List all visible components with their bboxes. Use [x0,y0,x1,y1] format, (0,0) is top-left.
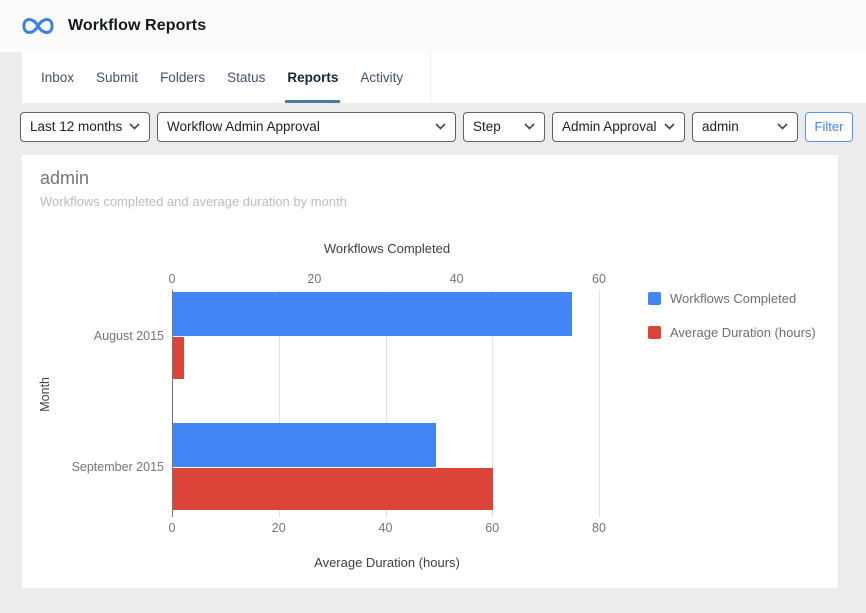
top-axis-tick-label: 20 [307,272,322,286]
tab-submit[interactable]: Submit [96,70,139,85]
app-title: Workflow Reports [68,17,207,34]
y-axis-title: Month [38,377,52,412]
top-axis-tick-label: 40 [449,272,464,286]
axis-baseline [172,290,173,517]
top-axis-tick-label: 0 [168,272,176,286]
legend-label: Average Duration (hours) [670,325,816,340]
chevron-down-icon [435,123,446,130]
tab-reports[interactable]: Reports [276,52,349,103]
bottom-axis-tick-label: 60 [485,521,500,535]
report-title: admin [40,168,90,188]
workflow-select[interactable]: Workflow Admin Approval [157,111,456,142]
bottom-axis-tick-label: 20 [271,521,286,535]
workflow-logo-icon [22,18,54,34]
chevron-down-icon [664,123,675,130]
step-select[interactable]: Admin Approval [552,111,685,142]
user-select[interactable]: admin [692,111,798,142]
bottom-axis-tick-label: 0 [168,521,176,535]
legend-item: Average Duration (hours) [648,325,816,340]
type-value: Step [473,119,501,134]
bottom-axis-tick-label: 80 [592,521,606,535]
date-range-value: Last 12 months [30,119,123,134]
tab-bar: Inbox Submit Folders Status Reports Acti… [22,52,866,103]
bar-chart-plot-area: 0 20 40 60 80 0 20 40 60 August 2015 September 201… [72,272,606,535]
bottom-axis-title: Average Duration (hours) [314,555,460,570]
report-subtitle: Workflows completed and average duration… [40,194,347,209]
gridline [385,290,387,517]
date-range-select[interactable]: Last 12 months [20,111,150,142]
bar-workflows[interactable] [173,292,572,336]
legend-item: Workflows Completed [648,291,816,306]
bottom-axis-tick-label: 40 [378,521,393,535]
chevron-down-icon [524,123,535,130]
legend-swatch [648,292,661,305]
filter-button[interactable]: Filter [805,111,853,142]
legend-swatch [648,326,661,339]
app-header: Workflow Reports [0,0,866,52]
tab-inbox[interactable]: Inbox [41,70,75,85]
top-axis-tick-label: 60 [592,272,606,286]
tab-status[interactable]: Status [227,70,266,85]
type-select[interactable]: Step [463,111,545,142]
bar-duration[interactable] [173,468,494,510]
gridline [278,290,280,517]
gridline [599,290,600,517]
bar-duration[interactable] [173,337,184,379]
tab-activity[interactable]: Activity [360,70,404,85]
gridline [492,290,494,517]
tab-bar-divider [430,52,431,103]
legend-label: Workflows Completed [670,291,797,306]
workflow-value: Workflow Admin Approval [167,119,320,134]
chevron-down-icon [777,123,788,130]
bar-workflows[interactable] [173,423,437,467]
tab-folders[interactable]: Folders [160,70,206,85]
user-value: admin [702,119,739,134]
top-axis-title: Workflows Completed [323,241,451,256]
filter-bar: Last 12 months Workflow Admin Approval S… [0,103,866,150]
report-card: admin Workflows completed and average du… [22,155,838,588]
chart-legend: Workflows Completed Average Duration (hou… [648,291,816,359]
step-value: Admin Approval [562,119,657,134]
category-label: August 2015 [93,328,164,343]
chevron-down-icon [129,123,140,130]
category-label: September 2015 [71,459,164,474]
